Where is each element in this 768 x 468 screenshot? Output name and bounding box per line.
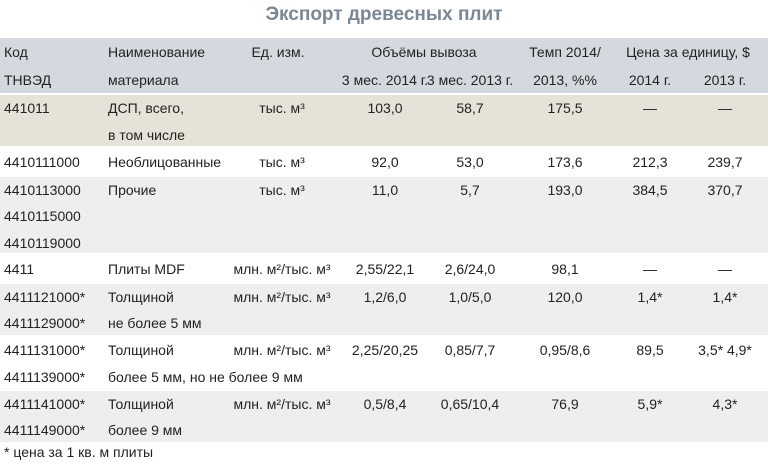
table-cell: 2,6/24,0 — [444, 260, 496, 277]
table-cell: 53,0 — [456, 153, 484, 170]
table-cell: 0,95/8,6 — [539, 342, 591, 358]
table-cell: 103,0 — [367, 100, 403, 116]
row-bg — [0, 95, 768, 146]
table-cell: 5,9* — [637, 395, 663, 412]
table-cell: 0,85/7,7 — [444, 342, 496, 358]
table-cell: 5,7 — [460, 181, 480, 198]
table-cell: ДСП, всего, — [108, 100, 184, 116]
table-cell: тыс. м³ — [259, 100, 305, 116]
row-bg — [0, 148, 768, 174]
table-cell: 98,1 — [551, 260, 579, 277]
table-cell: 4411121000* — [4, 288, 86, 305]
table-cell: 175,5 — [547, 100, 583, 116]
table-cell: 1,4* — [637, 288, 663, 305]
table-cell: Необлицованные — [108, 153, 222, 170]
table-cell: 120,0 — [547, 288, 583, 305]
header-cell: 3 мес. 2014 г. — [341, 72, 429, 88]
table-cell: — — [643, 260, 657, 277]
table-cell: в том числе — [108, 126, 185, 143]
table-cell: 1,0/5,0 — [448, 288, 492, 305]
row-bg — [0, 283, 768, 335]
row-bg — [0, 255, 768, 281]
header-cell: Темп 2014/ — [529, 44, 601, 60]
table-cell: 0,5/8,4 — [363, 395, 407, 412]
table-cell: 2,55/22,1 — [355, 260, 415, 277]
table-cell: 4410119000 — [4, 234, 81, 251]
table-cell: — — [718, 100, 732, 116]
row-bg — [0, 390, 768, 442]
table-cell: 4411141000* — [4, 395, 86, 412]
table-cell: млн. м²/тыс. м³ — [233, 395, 331, 412]
title: Экспорт древесных плит — [265, 4, 503, 25]
table-cell: 384,5 — [632, 181, 668, 198]
table-cell: 4,3* — [712, 395, 738, 412]
table-cell: — — [718, 260, 732, 277]
header-cell: 2013, %% — [533, 72, 597, 88]
table-cell: 58,7 — [456, 100, 484, 116]
table-cell: тыс. м³ — [259, 181, 305, 198]
table-cell: 4411131000* — [4, 342, 86, 358]
header-cell: Объёмы вывоза — [371, 44, 477, 60]
table-cell: 173,6 — [547, 153, 583, 170]
table-cell: 4411 — [4, 260, 35, 277]
header-cell: 2014 г. — [628, 72, 672, 88]
header-cell: Цена за единицу, $ — [626, 44, 750, 60]
table-cell: 76,9 — [551, 395, 579, 412]
table-cell: 92,0 — [371, 153, 399, 170]
table-cell: 1,4* — [712, 288, 738, 305]
table-cell: 2,25/20,25 — [351, 342, 419, 358]
table-cell: 11,0 — [371, 181, 399, 198]
table-cell: млн. м²/тыс. м³ — [233, 342, 331, 358]
table-cell: 441011 — [4, 100, 50, 116]
table-cell: 4411129000* — [4, 315, 86, 331]
row-bg — [0, 176, 768, 253]
header-cell: материала — [108, 72, 179, 88]
header-cell: 3 мес. 2013 г. — [426, 72, 514, 88]
table-cell: более 9 мм — [108, 422, 183, 438]
table-cell: 4410111000 — [4, 153, 80, 170]
table-cell: не более 5 мм — [108, 315, 202, 331]
table-cell: 239,7 — [707, 153, 743, 170]
table-cell: 0,65/10,4 — [440, 395, 500, 412]
header-cell: 2013 г. — [703, 72, 747, 88]
table-cell: 212,3 — [632, 153, 668, 170]
table-cell: млн. м²/тыс. м³ — [233, 288, 331, 305]
table-cell: Толщиной — [108, 288, 174, 305]
header-cell: Код — [4, 44, 28, 60]
table-cell: 4410115000 — [4, 208, 81, 224]
table-cell: 4411149000* — [4, 422, 86, 438]
table-cell: Плиты MDF — [108, 260, 185, 277]
table-cell: 89,5 — [636, 342, 664, 358]
table-cell: 4411139000* — [4, 368, 86, 385]
header-cell: Наименование — [108, 44, 206, 60]
table-cell: 3,5* 4,9* — [698, 342, 752, 358]
table-cell: Толщиной — [108, 395, 174, 412]
row-bg — [0, 337, 768, 388]
table-cell: 193,0 — [547, 181, 583, 198]
table-cell: Прочие — [108, 181, 157, 198]
footnote: * цена за 1 кв. м плиты — [4, 444, 154, 460]
table-cell: 1,2/6,0 — [363, 288, 407, 305]
header-cell: ТНВЭД — [4, 72, 52, 88]
table-cell: 370,7 — [707, 181, 743, 198]
table-cell: Толщиной — [108, 342, 174, 358]
table-cell: тыс. м³ — [259, 153, 305, 170]
table-cell: 4410113000 — [4, 181, 81, 198]
header-bg — [0, 38, 768, 93]
table-cell: — — [643, 100, 657, 116]
table-cell: млн. м²/тыс. м³ — [233, 260, 331, 277]
table-cell: более 5 мм, но не более 9 мм — [108, 368, 303, 385]
header-cell: Ед. изм. — [251, 44, 305, 60]
